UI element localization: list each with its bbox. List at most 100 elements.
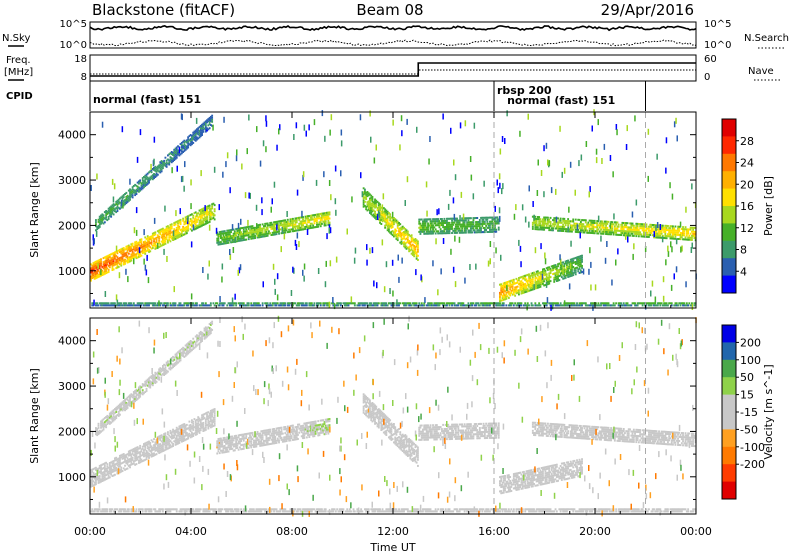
power-cell <box>606 231 609 233</box>
power-cell <box>530 278 533 281</box>
power-cell <box>116 208 119 210</box>
power-cell <box>467 221 470 224</box>
power-cell <box>550 227 553 230</box>
power-cell <box>305 217 308 220</box>
power-cell <box>270 234 273 236</box>
power-cell <box>145 244 148 246</box>
power-cell <box>270 227 273 230</box>
power-speckle <box>579 232 581 239</box>
power-cell <box>613 225 616 228</box>
power-cell <box>622 304 625 307</box>
vel-cell <box>105 474 108 477</box>
power-cell <box>581 256 583 259</box>
vel-cell <box>108 472 111 475</box>
power-cell <box>153 302 155 305</box>
power-cell <box>233 234 236 237</box>
power-cell <box>143 247 145 250</box>
power-cell <box>257 236 260 239</box>
power-cell <box>501 289 504 291</box>
power-cell <box>254 304 256 307</box>
power-cell <box>179 221 182 223</box>
power-cell <box>475 304 477 307</box>
power-cell <box>284 221 287 224</box>
power-cell <box>481 218 484 221</box>
power-cell <box>337 302 340 305</box>
power-cell <box>679 304 682 307</box>
power-cell <box>481 216 484 219</box>
power-cell <box>160 302 163 305</box>
power-cell <box>279 222 282 225</box>
power-speckle <box>328 224 331 231</box>
power-cell <box>499 291 501 294</box>
power-cell <box>393 223 395 226</box>
power-cell <box>582 225 585 228</box>
power-speckle <box>469 264 471 270</box>
power-cell <box>443 226 446 229</box>
power-cell <box>188 135 191 138</box>
power-cell <box>475 302 477 305</box>
power-cell <box>174 237 177 240</box>
power-cell <box>515 282 518 284</box>
power-cell <box>124 248 126 251</box>
power-cell <box>536 284 539 287</box>
power-cell <box>294 217 297 220</box>
power-cell <box>482 304 485 307</box>
power-cell <box>401 302 404 305</box>
power-cell <box>143 249 145 252</box>
power-cell <box>386 210 389 213</box>
power-cell <box>370 202 373 205</box>
power-cell <box>114 208 116 211</box>
power-cell <box>610 227 613 230</box>
power-cell <box>448 232 451 235</box>
power-cell <box>422 304 424 307</box>
power-cell <box>105 218 108 221</box>
power-cell <box>390 230 393 233</box>
power-cell <box>550 302 553 305</box>
vel-cell <box>107 472 110 475</box>
power-cell <box>502 288 505 291</box>
power-cell <box>112 304 115 307</box>
power-speckle <box>335 209 337 216</box>
power-cell <box>130 253 133 256</box>
power-cell <box>156 236 159 239</box>
power-cell <box>502 290 505 293</box>
power-cell <box>428 230 431 233</box>
power-cell <box>193 218 196 221</box>
power-cell <box>587 223 590 226</box>
power-cell <box>374 210 376 213</box>
power-speckle <box>293 267 295 274</box>
power-cell <box>542 218 544 221</box>
power-cell <box>506 295 509 298</box>
power-cell <box>590 221 592 224</box>
power-cell <box>177 151 179 154</box>
power-cell <box>149 238 152 240</box>
power-cell <box>145 302 148 305</box>
power-cell <box>184 230 187 233</box>
power-cell <box>319 225 322 228</box>
power-cell <box>477 231 480 234</box>
power-cell <box>221 304 224 307</box>
power-cell <box>185 139 188 142</box>
power-cell <box>611 304 614 307</box>
power-cell <box>259 227 262 230</box>
power-cell <box>418 230 421 233</box>
vel-cell <box>114 457 116 460</box>
power-cell <box>434 218 437 221</box>
power-cell <box>247 232 250 234</box>
vel-cell <box>134 455 137 458</box>
power-cell <box>101 213 104 216</box>
power-cell <box>432 226 434 229</box>
power-cell <box>174 304 177 307</box>
power-cell <box>182 151 185 153</box>
power-cell <box>199 127 202 129</box>
power-cell <box>143 241 145 244</box>
power-cell <box>530 288 533 291</box>
vel-cell <box>136 458 139 461</box>
power-cell <box>162 161 164 163</box>
power-cell <box>362 193 365 196</box>
power-speckle <box>143 229 145 236</box>
power-cell <box>483 302 486 305</box>
power-cell <box>232 304 235 307</box>
power-cell <box>385 213 388 216</box>
power-cell <box>149 176 152 179</box>
